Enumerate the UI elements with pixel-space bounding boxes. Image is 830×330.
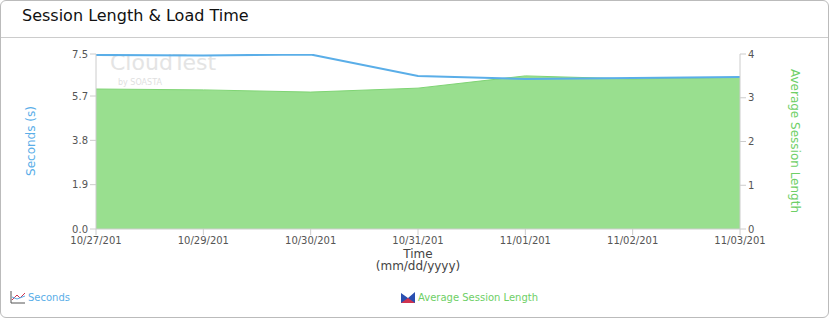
- svg-text:2: 2: [748, 136, 754, 147]
- svg-text:4: 4: [748, 49, 754, 60]
- svg-text:1.9: 1.9: [72, 179, 88, 190]
- svg-text:11/02/201: 11/02/201: [607, 235, 658, 246]
- svg-text:0.0: 0.0: [72, 224, 88, 235]
- svg-text:5.7: 5.7: [72, 91, 88, 102]
- html-text:Seconds: Seconds: [28, 291, 70, 303]
- svg-text:3: 3: [748, 92, 754, 103]
- html-text:CloudTest: CloudTest: [110, 50, 217, 75]
- html-text:Time (mm/dd/yyyy): Time (mm/dd/yyyy): [375, 247, 461, 273]
- html-text:Average Session Length: Average Session Length: [788, 69, 802, 213]
- svg-text:7.5: 7.5: [72, 49, 88, 60]
- svg-text:11/03/201: 11/03/201: [714, 235, 765, 246]
- svg-text:3.8: 3.8: [72, 135, 88, 146]
- svg-text:10/31/201: 10/31/201: [392, 235, 443, 246]
- svg-text:10/27/201: 10/27/201: [70, 235, 121, 246]
- html-text:Average Session Length: Average Session Length: [418, 291, 539, 303]
- svg-text:1: 1: [748, 180, 754, 191]
- svg-text:11/01/201: 11/01/201: [500, 235, 551, 246]
- html-text:Seconds (s): Seconds (s): [24, 106, 38, 176]
- html-text:by SOASTA: by SOASTA: [118, 78, 162, 87]
- svg-text:10/30/201: 10/30/201: [285, 235, 336, 246]
- html-text:Session Length & Load Time: Session Length & Load Time: [22, 6, 249, 25]
- svg-text:10/29/201: 10/29/201: [178, 235, 229, 246]
- svg-text:0: 0: [748, 224, 754, 235]
